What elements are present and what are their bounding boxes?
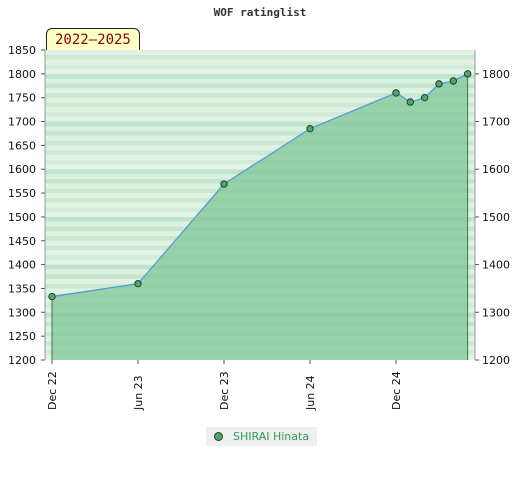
y-tick-label-left: 1650 <box>8 139 36 152</box>
y-tick-label-left: 1500 <box>8 211 36 224</box>
y-tick-label-left: 1600 <box>8 163 36 176</box>
background-band <box>45 145 475 151</box>
y-tick-label-left: 1700 <box>8 116 36 129</box>
background-band <box>45 135 475 141</box>
rating-area <box>52 73 468 360</box>
background-band <box>45 116 475 122</box>
background-band <box>45 154 475 160</box>
y-tick-label-left: 1350 <box>8 282 36 295</box>
y-tick-label-left: 1400 <box>8 259 36 272</box>
x-tick-label: Dec 24 <box>390 371 403 410</box>
rating-point <box>406 98 415 106</box>
background-band <box>45 50 475 55</box>
y-tick-label-left: 1550 <box>8 187 36 200</box>
x-tick-label: Dec 23 <box>218 371 231 410</box>
background-band <box>45 78 475 84</box>
background-band <box>45 64 475 70</box>
background-band <box>45 54 475 60</box>
rating-point <box>392 89 400 97</box>
background-band <box>45 102 475 108</box>
rating-point <box>220 180 228 188</box>
y-tick-label-left: 1250 <box>8 330 36 343</box>
x-tick-label: Jun 24 <box>304 375 317 411</box>
background-band <box>45 131 475 136</box>
background-band <box>45 92 475 98</box>
background-band <box>45 150 475 155</box>
y-tick-label-left: 1800 <box>8 68 36 81</box>
chart-title: WOF ratinglist <box>213 6 307 19</box>
rating-point <box>48 292 56 301</box>
rating-point <box>420 93 429 102</box>
rating-point <box>449 77 458 85</box>
rating-point <box>435 80 443 88</box>
background-band <box>45 88 475 93</box>
y-tick-label-right: 1200 <box>482 354 510 367</box>
legend-label: SHIRAI Hinata <box>233 430 310 443</box>
rating-point <box>134 279 142 288</box>
background-band <box>45 73 475 79</box>
rating-point <box>463 70 472 78</box>
y-tick-label-left: 1200 <box>8 354 36 367</box>
background-band <box>45 107 475 112</box>
y-tick-label-left: 1300 <box>8 306 36 319</box>
background-band <box>45 97 475 103</box>
y-tick-label-right: 1600 <box>482 163 510 176</box>
rating-point <box>306 124 314 133</box>
x-tick-label: Jun 23 <box>132 375 145 411</box>
background-band <box>45 59 475 65</box>
y-tick-label-right: 1400 <box>482 259 510 272</box>
x-tick-label: Dec 22 <box>46 371 59 410</box>
y-tick-label-left: 1450 <box>8 235 36 248</box>
background-band <box>45 83 475 89</box>
y-tick-label-right: 1500 <box>482 211 510 224</box>
y-tick-label-right: 1700 <box>482 116 510 129</box>
background-band <box>45 140 475 146</box>
background-band <box>45 112 475 117</box>
background-band <box>45 126 475 132</box>
y-tick-label-right: 1800 <box>482 68 510 81</box>
background-band <box>45 69 475 74</box>
legend: SHIRAI Hinata <box>206 427 318 446</box>
background-band <box>45 121 475 127</box>
rating-line <box>51 73 468 298</box>
y-tick-label-left: 1850 <box>8 44 36 57</box>
legend-marker-icon <box>214 432 223 441</box>
y-tick-label-left: 1750 <box>8 92 36 105</box>
y-tick-label-right: 1300 <box>482 306 510 319</box>
